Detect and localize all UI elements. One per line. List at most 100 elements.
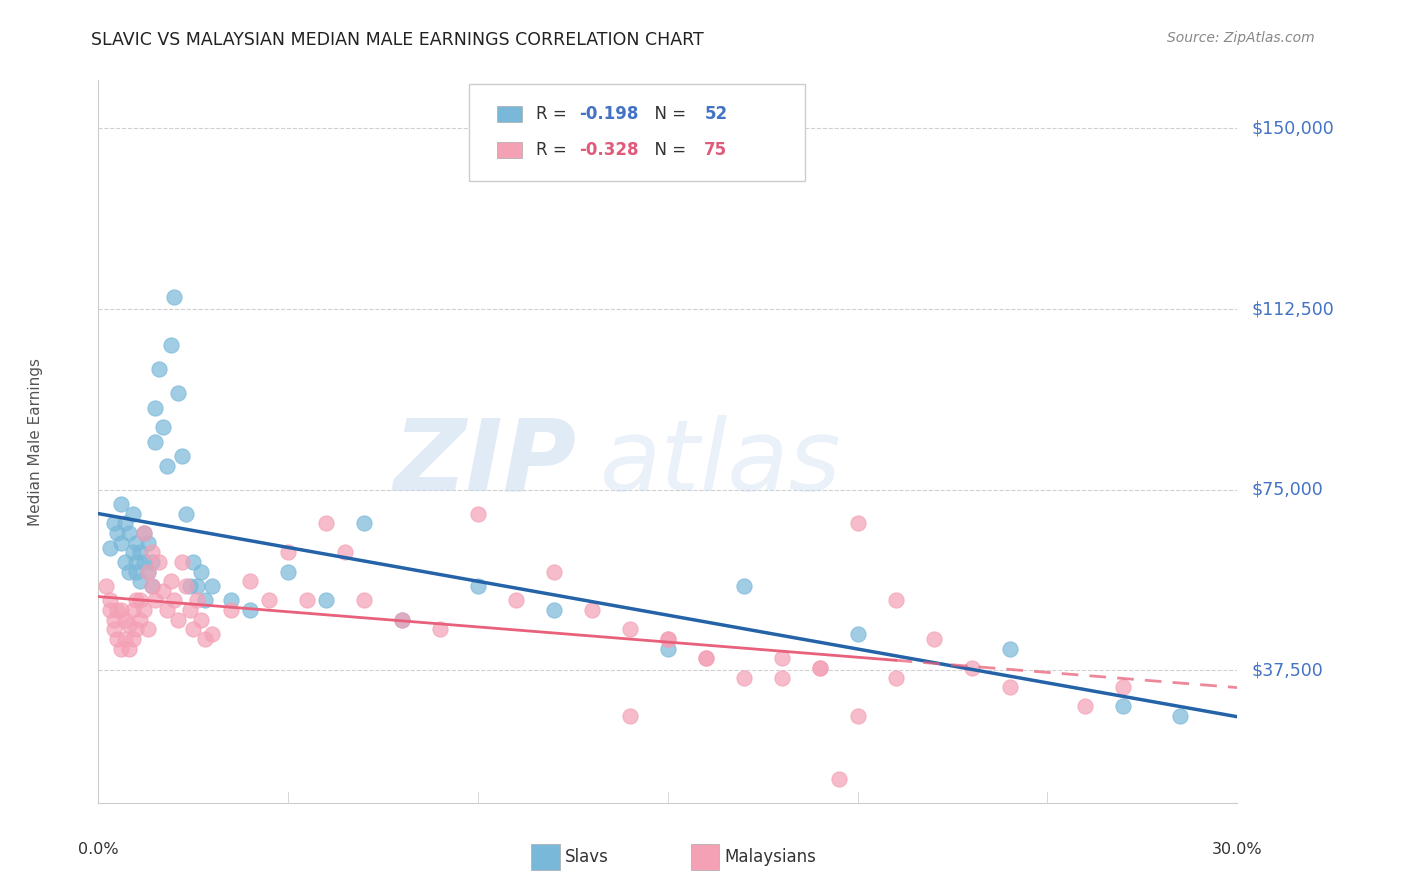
Point <box>121 507 143 521</box>
Text: Slavs: Slavs <box>565 848 609 866</box>
Point <box>114 613 136 627</box>
Point <box>808 661 831 675</box>
Point <box>107 526 129 541</box>
Point <box>770 651 793 665</box>
Point <box>170 555 193 569</box>
Point <box>179 579 201 593</box>
Point <box>828 772 851 786</box>
Point <box>186 579 208 593</box>
Point <box>1112 680 1135 694</box>
Point <box>118 617 141 632</box>
Bar <box>690 844 718 870</box>
Point <box>846 516 869 531</box>
Point <box>110 641 132 656</box>
Text: N =: N = <box>644 105 692 123</box>
Point <box>114 632 136 646</box>
Text: Malaysians: Malaysians <box>725 848 817 866</box>
Point <box>543 603 565 617</box>
Point <box>129 593 152 607</box>
Point <box>221 603 243 617</box>
Point <box>695 651 717 665</box>
Point <box>770 671 793 685</box>
Point <box>136 565 159 579</box>
Point <box>315 593 337 607</box>
Point <box>107 603 129 617</box>
Point <box>846 709 869 723</box>
Point <box>998 680 1021 694</box>
Point <box>194 632 217 646</box>
Text: atlas: atlas <box>599 415 841 512</box>
Text: $112,500: $112,500 <box>1251 300 1334 318</box>
Text: 75: 75 <box>704 141 727 160</box>
Point <box>121 632 143 646</box>
Text: R =: R = <box>536 105 572 123</box>
Point <box>136 565 159 579</box>
Point <box>98 541 121 555</box>
Point <box>183 555 205 569</box>
Point <box>118 565 141 579</box>
Point <box>998 641 1021 656</box>
Point <box>960 661 983 675</box>
Point <box>94 579 117 593</box>
Point <box>145 593 167 607</box>
Point <box>201 579 224 593</box>
Text: R =: R = <box>536 141 572 160</box>
Text: Source: ZipAtlas.com: Source: ZipAtlas.com <box>1167 31 1315 45</box>
Point <box>259 593 281 607</box>
Point <box>657 632 679 646</box>
Point <box>129 574 152 589</box>
Text: 30.0%: 30.0% <box>1212 842 1263 856</box>
Point <box>125 623 148 637</box>
Point <box>239 603 262 617</box>
Point <box>132 526 155 541</box>
Point <box>103 516 125 531</box>
Point <box>239 574 262 589</box>
Point <box>391 613 413 627</box>
Point <box>141 545 163 559</box>
Point <box>619 623 641 637</box>
Point <box>884 671 907 685</box>
Text: 0.0%: 0.0% <box>79 842 118 856</box>
Point <box>148 362 170 376</box>
Point <box>136 623 159 637</box>
Point <box>141 579 163 593</box>
Point <box>163 593 186 607</box>
Point <box>121 603 143 617</box>
Point <box>152 583 174 598</box>
Point <box>619 709 641 723</box>
Point <box>190 565 212 579</box>
Point <box>125 555 148 569</box>
Bar <box>498 106 522 122</box>
Point <box>695 651 717 665</box>
Point <box>353 593 375 607</box>
Text: SLAVIC VS MALAYSIAN MEDIAN MALE EARNINGS CORRELATION CHART: SLAVIC VS MALAYSIAN MEDIAN MALE EARNINGS… <box>91 31 704 49</box>
Text: N =: N = <box>644 141 692 160</box>
Text: -0.198: -0.198 <box>579 105 638 123</box>
Text: $150,000: $150,000 <box>1251 120 1334 137</box>
Point <box>808 661 831 675</box>
Point <box>132 603 155 617</box>
Point <box>103 623 125 637</box>
Point <box>136 535 159 549</box>
Point <box>145 401 167 415</box>
Point <box>315 516 337 531</box>
Text: 52: 52 <box>704 105 727 123</box>
Point <box>107 632 129 646</box>
Point <box>221 593 243 607</box>
Point <box>922 632 945 646</box>
Point <box>98 593 121 607</box>
Point <box>110 603 132 617</box>
Point <box>174 579 197 593</box>
Point <box>657 632 679 646</box>
Point <box>1074 699 1097 714</box>
Point <box>103 613 125 627</box>
Point <box>335 545 357 559</box>
Point <box>156 458 179 473</box>
Point <box>297 593 319 607</box>
Point <box>543 565 565 579</box>
Text: Median Male Earnings: Median Male Earnings <box>28 358 44 525</box>
Point <box>353 516 375 531</box>
Point <box>125 535 148 549</box>
Point <box>118 526 141 541</box>
Point <box>118 641 141 656</box>
